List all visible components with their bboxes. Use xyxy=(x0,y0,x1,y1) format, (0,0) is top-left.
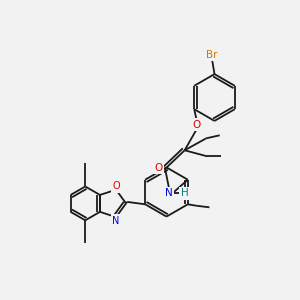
Text: O: O xyxy=(193,120,201,130)
Text: O: O xyxy=(113,181,121,191)
Text: N: N xyxy=(112,216,120,226)
Text: N: N xyxy=(165,188,172,198)
Text: H: H xyxy=(181,188,188,198)
Text: O: O xyxy=(154,163,163,173)
Text: Br: Br xyxy=(206,50,218,60)
